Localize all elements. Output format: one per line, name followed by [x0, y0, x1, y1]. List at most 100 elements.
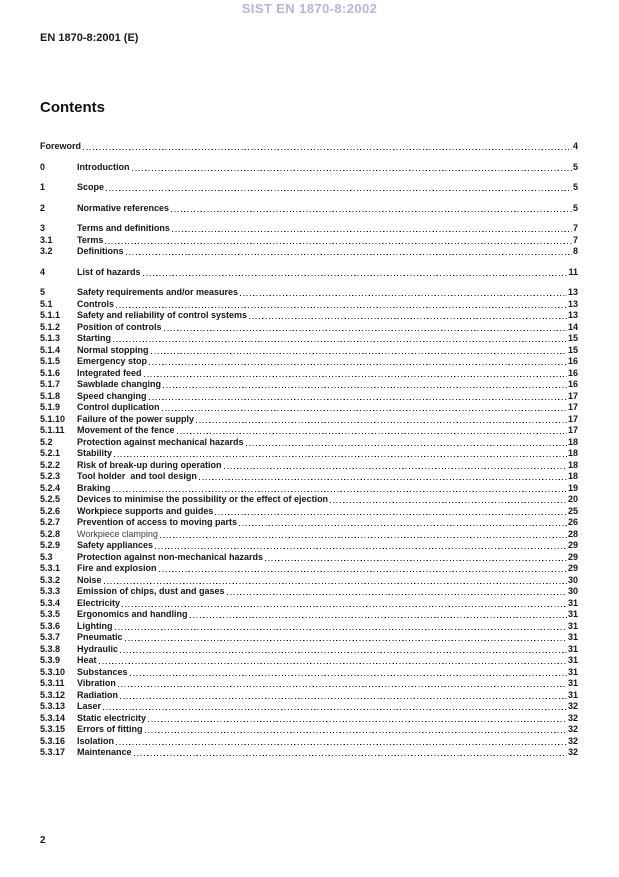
dot-leader [114, 620, 567, 632]
toc-entry-number: 5.3.1 [40, 563, 61, 573]
toc-entry: 5.1.8 Speed changing 17 [40, 390, 578, 402]
dot-leader [196, 413, 567, 425]
dot-leader [215, 505, 567, 517]
toc-entry: 5.3.10 Substances 31 [40, 666, 578, 678]
toc-entry: 5.2.2 Risk of break-up during operation 18 [40, 459, 578, 471]
toc-entry-page: 17 [567, 402, 578, 412]
toc-entry: 5.2.7 Prevention of access to moving part… [40, 517, 578, 529]
toc-entry-title: Safety appliances [77, 540, 154, 550]
toc-entry: 2 Normative references 5 [40, 202, 578, 214]
dot-leader [240, 287, 567, 299]
document-reference: EN 1870-8:2001 (E) [40, 32, 139, 44]
toc-entry-page: 32 [567, 712, 578, 723]
toc-entry-title: Static electricity [77, 712, 147, 723]
toc-entry-title: Protection against mechanical hazards [77, 436, 244, 447]
toc-entry-number: 5.2.8 [40, 528, 61, 539]
toc-entry-page: 7 [572, 234, 578, 245]
toc-entry-title: Normal stopping [77, 344, 149, 355]
toc-entry-page: 31 [567, 689, 578, 700]
dot-leader [142, 266, 568, 278]
toc-entry-page: 16 [567, 356, 578, 366]
toc-entry: 5.1.2 Position of controls 14 [40, 321, 578, 333]
dot-leader [239, 517, 567, 529]
toc-entry-page: 16 [567, 379, 578, 389]
dot-leader [117, 678, 567, 690]
toc-entry-number: 2 [40, 202, 46, 213]
toc-entry: 3.1 Terms 7 [40, 234, 578, 246]
toc-entry: 3.2 Definitions 8 [40, 246, 578, 258]
toc-entry-title: Terms and definitions [77, 223, 170, 233]
toc-entry-number: 5.3.4 [40, 597, 61, 608]
toc-entry-number: 5.3.3 [40, 586, 61, 596]
toc-entry: 5.1.9 Control duplication 17 [40, 402, 578, 414]
toc-entry: 1 Scope 5 [40, 182, 578, 194]
dot-leader [112, 482, 567, 494]
dot-leader [116, 298, 567, 310]
toc-entry-title: Integrated feed [77, 367, 142, 378]
toc-entry-page: 29 [567, 551, 578, 562]
toc-entry-title: Ergonomics and handling [77, 609, 188, 619]
toc-entry: 5.2.6 Workpiece supports and guides 25 [40, 505, 578, 517]
dot-leader [265, 551, 567, 563]
dot-leader [103, 574, 567, 586]
toc-entry-page: 31 [567, 678, 578, 688]
toc-entry-title: Normative references [77, 202, 170, 213]
toc-entry-title: Braking [77, 482, 111, 493]
toc-entry-title: Foreword [40, 141, 82, 151]
toc-entry-page: 17 [567, 413, 578, 424]
dot-leader [198, 471, 567, 483]
toc-entry-page: 13 [567, 287, 578, 297]
toc-entry-number: 5 [40, 287, 46, 297]
toc-entry-title: Control duplication [77, 402, 160, 412]
toc-entry-number: 5.1.11 [40, 425, 65, 435]
toc-entry-title: Substances [77, 666, 128, 677]
toc-entry-number: 5.3.5 [40, 609, 61, 619]
toc-entry-title: Emergency stop [77, 356, 148, 366]
toc-entry-number: 5.1.5 [40, 356, 61, 366]
toc-entry-number: 3 [40, 223, 46, 233]
toc-entry: 3 Terms and definitions 7 [40, 223, 578, 235]
toc-entry-title: Scope [77, 182, 105, 192]
toc-entry: 5.3.5 Ergonomics and handling 31 [40, 609, 578, 621]
toc-entry-number: 5.2.5 [40, 494, 61, 504]
toc-entry-number: 5.1 [40, 298, 53, 309]
dot-leader [158, 563, 567, 575]
toc-entry-title: Risk of break-up during operation [77, 459, 222, 470]
toc-entry-title: Noise [77, 574, 102, 585]
toc-entry-number: 3.1 [40, 234, 53, 245]
toc-entry-title: Introduction [77, 161, 130, 172]
toc-entry-number: 5.1.4 [40, 344, 61, 355]
toc-entry-title: Errors of fitting [77, 724, 143, 734]
toc-entry-page: 18 [567, 459, 578, 470]
dot-leader [122, 597, 567, 609]
dot-leader [249, 310, 567, 322]
dot-leader [176, 425, 567, 437]
toc-entry-page: 32 [567, 701, 578, 711]
table-of-contents: Foreword 4 0 Introduction 5 1 Scope 5 2 Normative… [40, 141, 578, 759]
toc-entry: 5.1 Controls 13 [40, 298, 578, 310]
dot-leader [330, 494, 567, 506]
toc-entry-title: Maintenance [77, 747, 132, 757]
toc-entry-number: 5.3.9 [40, 655, 61, 665]
toc-entry-page: 8 [572, 246, 578, 256]
toc-entry-page: 31 [567, 666, 578, 677]
toc-entry: 5.2.8 Workpiece clamping 28 [40, 528, 578, 540]
toc-entry-title: Stability [77, 448, 113, 458]
toc-entry-page: 18 [567, 471, 578, 481]
toc-entry-title: Vibration [77, 678, 116, 688]
toc-entry-page: 29 [567, 540, 578, 550]
toc-entry-title: Safety requirements and/or measures [77, 287, 239, 297]
toc-entry-page: 18 [567, 436, 578, 447]
toc-entry: 5.3.15 Errors of fitting 32 [40, 724, 578, 736]
toc-entry-number: 3.2 [40, 246, 53, 256]
toc-entry-number: 5.2.6 [40, 505, 61, 516]
toc-entry: 5.1.11 Movement of the fence 17 [40, 425, 578, 437]
toc-entry-number: 5.2.1 [40, 448, 61, 458]
toc-entry: 5.3.14 Static electricity 32 [40, 712, 578, 724]
toc-entry-title: Tool holder and tool design [77, 471, 197, 481]
toc-entry: 5.3.4 Electricity 31 [40, 597, 578, 609]
dot-leader [113, 333, 567, 345]
toc-entry-page: 7 [572, 223, 578, 233]
toc-entry-number: 5.2 [40, 436, 53, 447]
toc-entry: 5.3.13 Laser 32 [40, 701, 578, 713]
